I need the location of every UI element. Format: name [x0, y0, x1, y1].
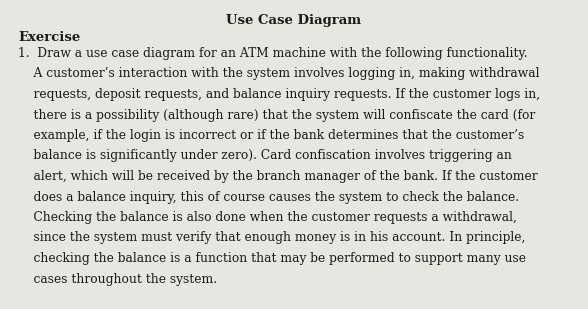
Text: Checking the balance is also done when the customer requests a withdrawal,: Checking the balance is also done when t… [18, 211, 517, 224]
Text: A customer’s interaction with the system involves logging in, making withdrawal: A customer’s interaction with the system… [18, 67, 540, 81]
Text: balance is significantly under zero). Card confiscation involves triggering an: balance is significantly under zero). Ca… [18, 150, 512, 163]
Text: Exercise: Exercise [18, 31, 80, 44]
Text: 1.  Draw a use case diagram for an ATM machine with the following functionality.: 1. Draw a use case diagram for an ATM ma… [18, 47, 527, 60]
Text: requests, deposit requests, and balance inquiry requests. If the customer logs i: requests, deposit requests, and balance … [18, 88, 540, 101]
Text: since the system must verify that enough money is in his account. In principle,: since the system must verify that enough… [18, 231, 525, 244]
Text: does a balance inquiry, this of course causes the system to check the balance.: does a balance inquiry, this of course c… [18, 191, 519, 204]
Text: Use Case Diagram: Use Case Diagram [226, 14, 362, 27]
Text: cases throughout the system.: cases throughout the system. [18, 273, 217, 286]
Text: example, if the login is incorrect or if the bank determines that the customer’s: example, if the login is incorrect or if… [18, 129, 524, 142]
Text: checking the balance is a function that may be performed to support many use: checking the balance is a function that … [18, 252, 526, 265]
Text: there is a possibility (although rare) that the system will confiscate the card : there is a possibility (although rare) t… [18, 108, 535, 121]
Text: alert, which will be received by the branch manager of the bank. If the customer: alert, which will be received by the bra… [18, 170, 537, 183]
